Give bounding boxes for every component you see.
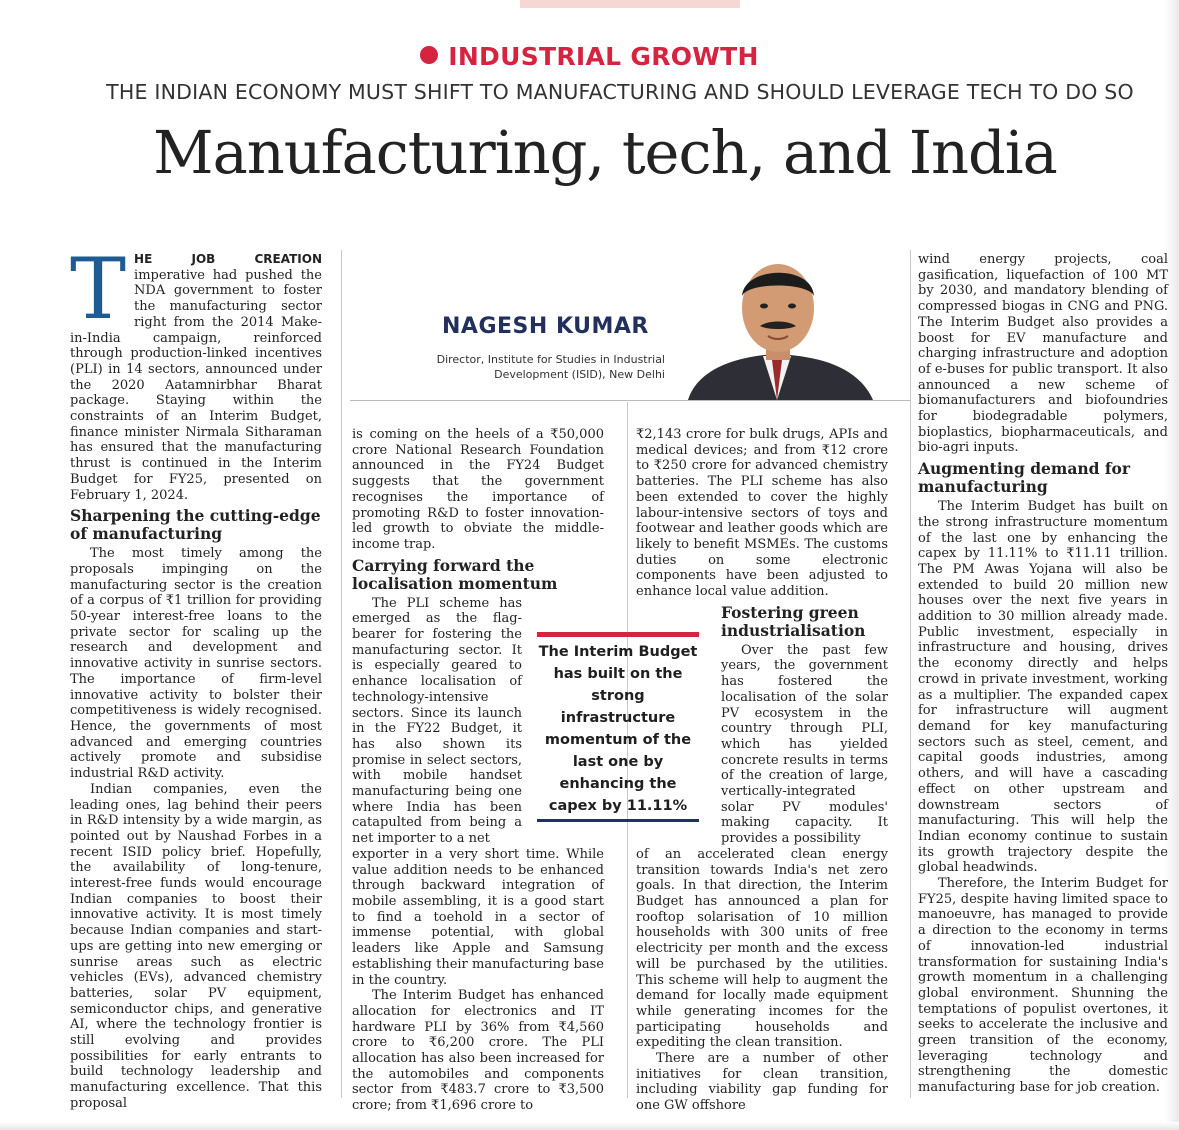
paragraph: exporter in a very short time. While val…	[352, 846, 604, 988]
top-shade	[0, 0, 1179, 10]
lead-in: HE JOB CREATION	[134, 252, 322, 266]
author-block: NAGESH KUMAR Director, Institute for Stu…	[350, 248, 910, 401]
paragraph: Indian companies, even the leading ones,…	[70, 781, 322, 1111]
paragraph: The Interim Budget has built on the stro…	[918, 499, 1168, 876]
section-heading: Fostering green industrialisation	[721, 602, 866, 640]
pull-quote: The Interim Budget has built on the stro…	[537, 632, 699, 822]
article-column-4: wind energy projects, coal gasification,…	[918, 252, 1168, 1096]
paragraph: Therefore, the Interim Budget for FY25, …	[918, 876, 1168, 1096]
paragraph: is coming on the heels of a ₹50,000 cror…	[352, 427, 604, 552]
drop-cap: T	[70, 240, 127, 338]
paragraph: The PLI scheme has emerged as the flag-b…	[352, 595, 522, 847]
inset-text: Fostering green industrialisation Over t…	[721, 602, 888, 847]
column-rule	[910, 250, 911, 1098]
paragraph: There are a number of other initiatives …	[636, 1051, 888, 1114]
pull-quote-top-rule	[537, 632, 699, 637]
section-kicker: INDUSTRIAL GROWTH	[0, 42, 1179, 71]
section-heading: Carrying forward the localisation moment…	[352, 555, 558, 593]
author-title: Director, Institute for Studies in Indus…	[436, 353, 665, 381]
column-rule	[341, 250, 342, 1098]
top-image-fragment	[520, 0, 740, 8]
section-heading: Augmenting demand for manufacturing	[918, 459, 1131, 497]
paragraph: The Interim Budget has enhanced allocati…	[352, 988, 604, 1114]
kicker-text: INDUSTRIAL GROWTH	[448, 42, 759, 71]
pull-quote-text: The Interim Budget has built on the stro…	[538, 644, 698, 814]
pull-quote-bottom-rule	[537, 819, 699, 822]
author-name: NAGESH KUMAR	[442, 314, 649, 339]
subheadline: THE INDIAN ECONOMY MUST SHIFT TO MANUFAC…	[106, 80, 1134, 104]
paragraph: wind energy projects, coal gasification,…	[918, 252, 1168, 456]
paragraph: The most timely among the proposals impi…	[70, 546, 322, 782]
column-rule	[627, 402, 628, 1098]
section-heading: Sharpening the cutting-edge of manufactu…	[70, 506, 321, 544]
author-portrait	[688, 264, 873, 400]
paragraph: Over the past few years, the government …	[721, 642, 888, 847]
paragraph: of an accelerated clean energy transitio…	[636, 846, 888, 1051]
page-bottom-shadow	[0, 1122, 1179, 1130]
page-edge-shadow	[1165, 0, 1179, 1130]
article-column-2: is coming on the heels of a ₹50,000 cror…	[352, 427, 604, 1114]
headline: Manufacturing, tech, and India	[153, 118, 1058, 187]
paragraph: ₹2,143 crore for bulk drugs, APIs and me…	[636, 427, 888, 600]
bullet-dot-icon	[420, 46, 439, 64]
paragraph: T HE JOB CREATION imperative had pushed t…	[70, 240, 322, 503]
article-column-3: ₹2,143 crore for bulk drugs, APIs and me…	[636, 427, 888, 1114]
article-column-1: T HE JOB CREATION imperative had pushed t…	[70, 240, 322, 1112]
